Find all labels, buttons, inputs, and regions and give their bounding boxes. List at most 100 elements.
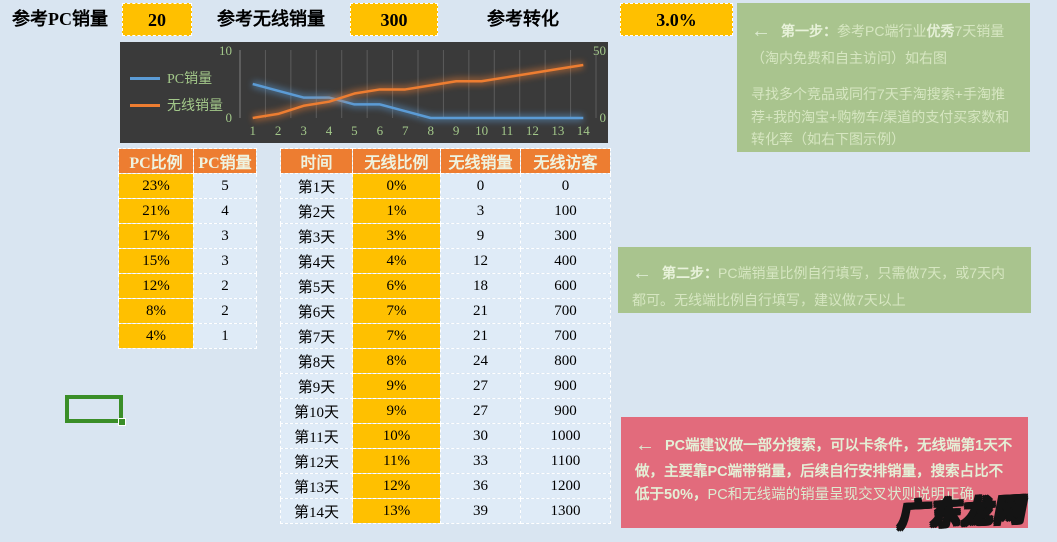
cell[interactable]: 24 [440,348,521,374]
cell[interactable]: 9% [352,398,441,424]
table-row: 第13天 12% 36 1200 [280,473,611,499]
cell[interactable]: 3 [440,198,521,224]
cell[interactable]: 1% [352,198,441,224]
cell[interactable]: 第2天 [280,198,353,224]
cell[interactable]: 7% [352,298,441,324]
cell[interactable]: 第4天 [280,248,353,274]
warning-note-box[interactable]: ← PC端建议做一部分搜索，可以卡条件，无线端第1天不做，主要靠PC端带销量，后续… [621,417,1028,528]
svg-text:14: 14 [577,123,591,138]
cell[interactable]: 5 [193,173,257,199]
cell[interactable]: 1300 [520,498,611,524]
cell[interactable]: 第6天 [280,298,353,324]
cell[interactable]: 18 [440,273,521,299]
cell[interactable]: 900 [520,398,611,424]
cell[interactable]: 21 [440,298,521,324]
wireless-sales-reference-cell[interactable]: 300 [350,3,438,36]
pc-sales-header[interactable]: PC销量 [193,148,257,174]
warning-text: PC和无线端的销量呈现交叉状则说明正确 [707,487,975,504]
cell[interactable]: 36 [440,473,521,499]
wireless-ratio-header[interactable]: 无线比例 [352,148,441,174]
cell[interactable]: 27 [440,373,521,399]
table-row: 第8天 8% 24 800 [280,348,611,374]
svg-text:9: 9 [453,123,460,138]
cell[interactable]: 600 [520,273,611,299]
svg-text:7: 7 [402,123,409,138]
table-row: 12% 2 [118,273,257,299]
cell[interactable]: 12% [118,273,194,299]
cell[interactable]: 12% [352,473,441,499]
cell[interactable]: 第3天 [280,223,353,249]
sales-line-chart[interactable]: PC销量 无线销量 10 0 50 0 1 2 3 4 5 6 7 8 9 10 11 12 13 14 [120,42,608,143]
cell[interactable]: 900 [520,373,611,399]
pc-ratio-header[interactable]: PC比例 [118,148,194,174]
cell[interactable]: 33 [440,448,521,474]
cell[interactable]: 第10天 [280,398,353,424]
cell[interactable]: 0 [520,173,611,199]
cell[interactable]: 1200 [520,473,611,499]
cell[interactable]: 4% [118,323,194,349]
cell[interactable]: 11% [352,448,441,474]
cell[interactable]: 3 [193,223,257,249]
fill-handle[interactable] [118,418,126,426]
cell[interactable]: 800 [520,348,611,374]
step1-note-box[interactable]: ← 第一步：参考PC端行业优秀7天销量（淘内免费和自主访问）如右图 寻找多个竞品或… [737,3,1030,152]
cell[interactable]: 27 [440,398,521,424]
wireless-visitors-header[interactable]: 无线访客 [520,148,611,174]
cell[interactable]: 17% [118,223,194,249]
cell[interactable]: 4 [193,198,257,224]
cell[interactable]: 1 [193,323,257,349]
cell[interactable]: 30 [440,423,521,449]
cell[interactable]: 第14天 [280,498,353,524]
wireless-sales-header[interactable]: 无线销量 [440,148,521,174]
cell[interactable]: 2 [193,298,257,324]
cell[interactable]: 8% [118,298,194,324]
cell[interactable]: 21% [118,198,194,224]
cell[interactable]: 9 [440,223,521,249]
cell[interactable]: 21 [440,323,521,349]
cell[interactable]: 0% [352,173,441,199]
cell[interactable]: 2 [193,273,257,299]
cell[interactable]: 15% [118,248,194,274]
cell[interactable]: 12 [440,248,521,274]
pc-sales-reference-cell[interactable]: 20 [122,3,192,36]
table-header-row: 时间 无线比例 无线销量 无线访客 [280,148,611,174]
svg-text:1: 1 [249,123,256,138]
cell[interactable]: 第5天 [280,273,353,299]
left-arrow-icon: ← [632,262,652,284]
cell[interactable]: 1000 [520,423,611,449]
step2-paragraph: ← 第二步：PC端销量比例自行填写，只需做7天，或7天内都可。无线端比例自行填写，… [632,257,1017,311]
step2-note-box[interactable]: ← 第二步：PC端销量比例自行填写，只需做7天，或7天内都可。无线端比例自行填写，… [618,247,1031,313]
cell[interactable]: 700 [520,323,611,349]
cell[interactable]: 第7天 [280,323,353,349]
warning-bold-text: PC端建议做一部分搜索，可以卡条件，无线端第1天不做，主要靠PC端带销量，后续自… [635,438,1013,504]
cell[interactable]: 6% [352,273,441,299]
cell[interactable]: 第8天 [280,348,353,374]
cell[interactable]: 9% [352,373,441,399]
cell[interactable]: 第12天 [280,448,353,474]
cell[interactable]: 3 [193,248,257,274]
time-header[interactable]: 时间 [280,148,353,174]
cell[interactable]: 第13天 [280,473,353,499]
selected-cell[interactable] [65,395,126,426]
cell[interactable]: 400 [520,248,611,274]
cell[interactable]: 7% [352,323,441,349]
cell[interactable]: 100 [520,198,611,224]
table-row: 23% 5 [118,173,257,199]
step1-paragraph-1: ← 第一步：参考PC端行业优秀7天销量（淘内免费和自主访问）如右图 [751,15,1016,69]
cell[interactable]: 10% [352,423,441,449]
cell[interactable]: 3% [352,223,441,249]
cell[interactable]: 4% [352,248,441,274]
cell[interactable]: 8% [352,348,441,374]
conversion-reference-cell[interactable]: 3.0% [620,3,733,36]
cell[interactable]: 300 [520,223,611,249]
cell[interactable]: 0 [440,173,521,199]
cell[interactable]: 23% [118,173,194,199]
cell[interactable]: 第1天 [280,173,353,199]
cell[interactable]: 1100 [520,448,611,474]
cell[interactable]: 700 [520,298,611,324]
cell[interactable]: 第11天 [280,423,353,449]
cell[interactable]: 第9天 [280,373,353,399]
table-row: 第4天 4% 12 400 [280,248,611,274]
cell[interactable]: 39 [440,498,521,524]
cell[interactable]: 13% [352,498,441,524]
